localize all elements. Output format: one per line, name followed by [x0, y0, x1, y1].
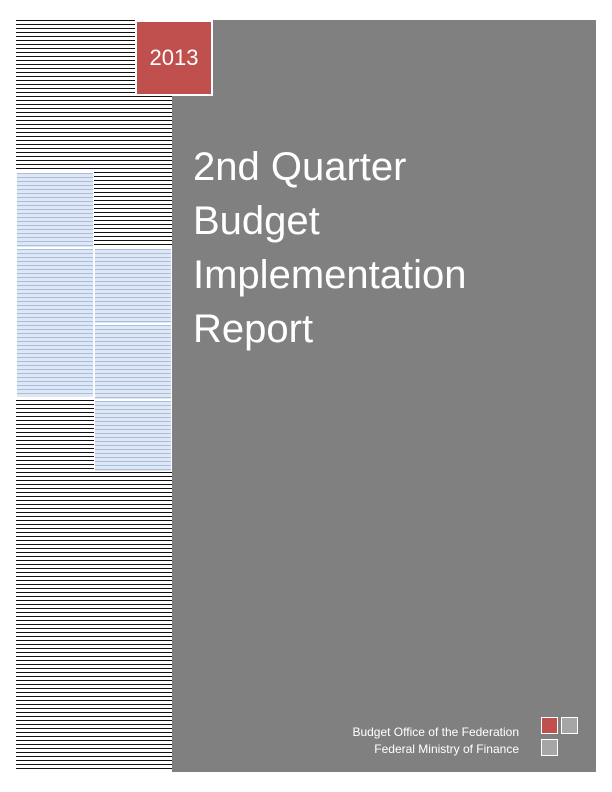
blue-block [16, 248, 94, 398]
title-line: Report [193, 307, 314, 351]
striped-sidebar [16, 20, 172, 772]
year-badge: 2013 [135, 20, 213, 96]
red-square [541, 717, 558, 734]
publisher-line: Budget Office of the Federation [352, 725, 519, 739]
blue-block [16, 172, 94, 248]
gray-square [541, 739, 558, 756]
title-line: Budget [193, 199, 320, 243]
year-label: 2013 [149, 45, 199, 70]
gray-square [561, 717, 578, 734]
title-panel [172, 20, 596, 772]
blue-block [94, 400, 172, 472]
publisher-line: Federal Ministry of Finance [374, 742, 519, 756]
title-line: Implementation [193, 253, 467, 297]
blue-block [94, 248, 172, 324]
report-title: 2nd Quarter Budget Implementation Report [193, 140, 583, 356]
title-line: 2nd Quarter [193, 145, 407, 189]
publisher-block: Budget Office of the Federation Federal … [352, 724, 519, 758]
blue-block [94, 324, 172, 400]
